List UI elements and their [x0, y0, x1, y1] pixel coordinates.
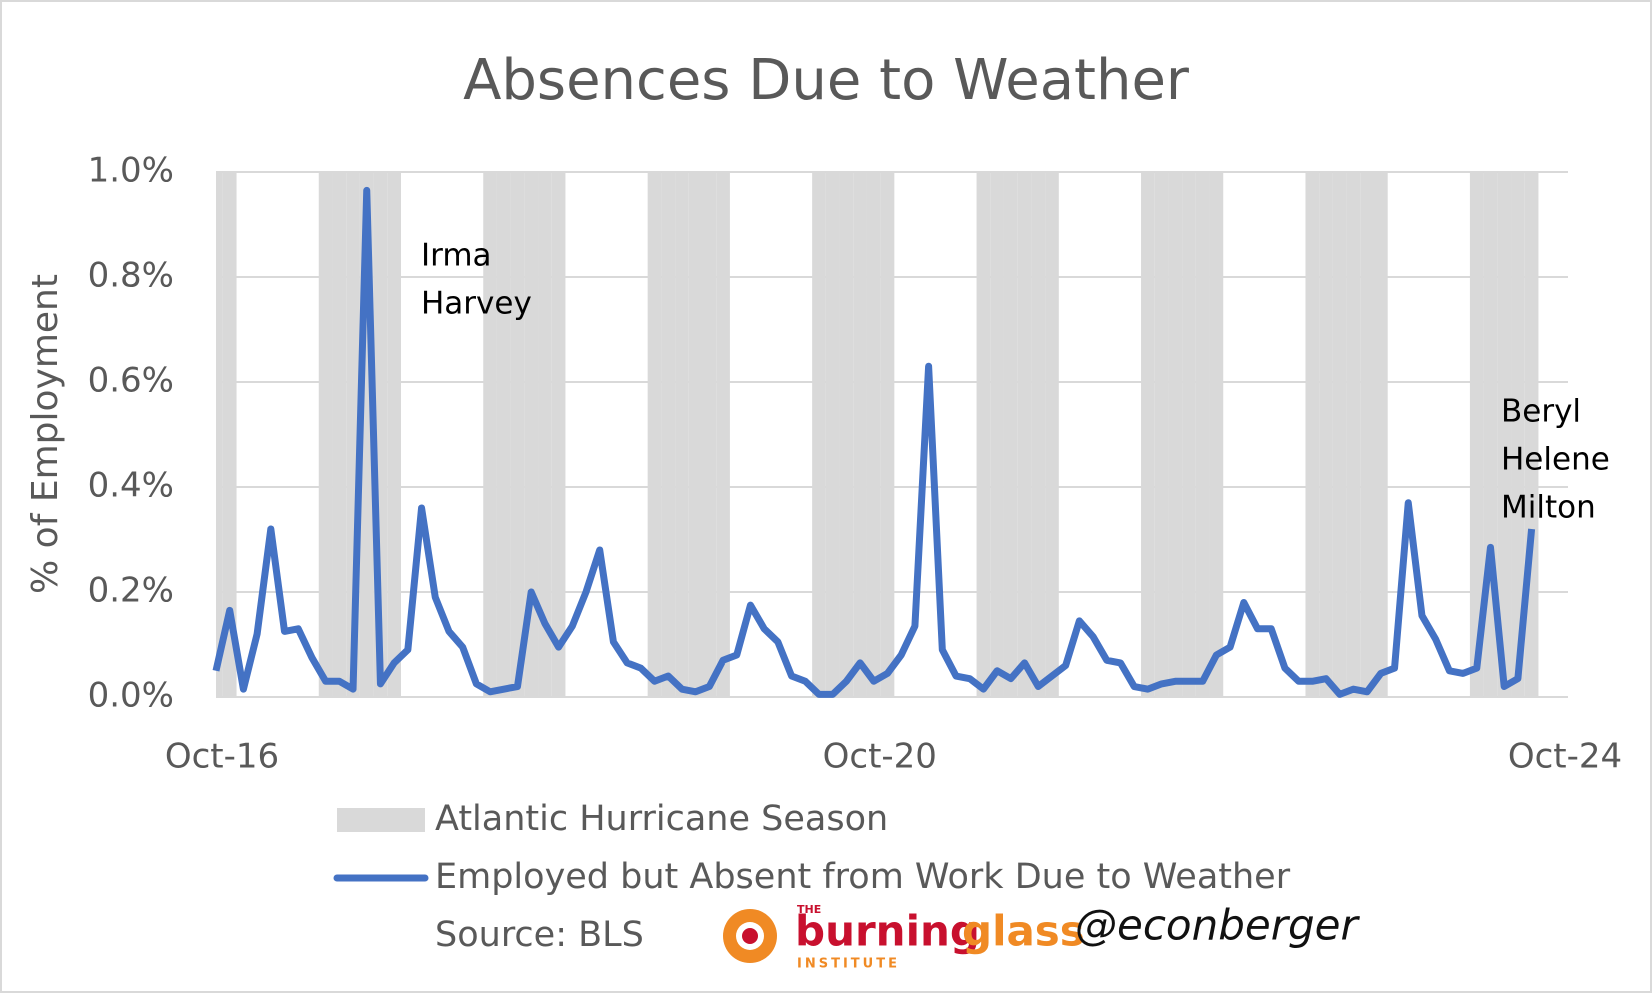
season-band	[538, 172, 552, 697]
season-band	[1031, 172, 1046, 697]
y-tick-label: 0.8%	[88, 256, 174, 296]
logo-text: burning	[795, 907, 980, 956]
season-band	[1360, 172, 1374, 697]
season-band	[318, 172, 333, 697]
x-tick-label: Oct-24	[1508, 737, 1622, 777]
season-band	[1195, 172, 1210, 697]
season-band	[716, 172, 730, 697]
logo-text: glass	[962, 907, 1085, 956]
y-tick-label: 1.0%	[88, 151, 174, 191]
season-band	[647, 172, 662, 697]
logo-text: THE	[797, 903, 821, 916]
season-band	[853, 172, 867, 697]
logo-icon	[723, 909, 777, 963]
season-band	[702, 172, 717, 697]
y-tick-label: 0.0%	[88, 676, 174, 716]
season-band	[1305, 172, 1320, 697]
season-band	[839, 172, 854, 697]
season-band	[524, 172, 539, 697]
y-axis-title: % of Employment	[25, 274, 66, 594]
handle: @econberger	[1075, 901, 1361, 950]
season-band	[1373, 172, 1388, 697]
season-band	[1469, 172, 1484, 697]
plot-area	[216, 171, 1568, 698]
season-band	[1045, 172, 1059, 697]
y-tick-label: 0.4%	[88, 466, 174, 506]
season-band	[1141, 172, 1155, 697]
season-band	[1154, 172, 1169, 697]
season-band	[825, 172, 840, 697]
season-band	[880, 172, 895, 697]
season-band	[1017, 172, 1032, 697]
season-band	[688, 172, 703, 697]
season-band	[387, 172, 402, 697]
source-note: Source: BLS	[435, 915, 644, 955]
x-tick-label: Oct-16	[165, 737, 279, 777]
season-band	[483, 172, 497, 697]
season-band	[1182, 172, 1196, 697]
data-line	[212, 186, 1536, 698]
season-band	[1319, 172, 1333, 697]
season-band	[332, 172, 347, 697]
season-band	[990, 172, 1004, 697]
y-tick-label: 0.6%	[88, 361, 174, 401]
season-band	[496, 172, 511, 697]
chart-title: Absences Due to Weather	[463, 48, 1190, 113]
season-band	[551, 172, 566, 697]
season-band	[1332, 172, 1347, 697]
logo-text: INSTITUTE	[797, 957, 900, 972]
season-band	[1511, 172, 1525, 697]
season-band	[976, 172, 991, 697]
legend-label: Employed but Absent from Work Due to Wea…	[435, 857, 1291, 897]
season-band	[1168, 172, 1183, 697]
legend-swatch	[337, 808, 425, 832]
legend-label: Atlantic Hurricane Season	[435, 799, 888, 839]
season-band	[1003, 172, 1018, 697]
annotation: Irma	[421, 238, 492, 274]
season-band	[216, 172, 223, 697]
season-band	[812, 172, 826, 697]
annotation: Harvey	[421, 286, 532, 322]
annotation: Milton	[1501, 490, 1596, 526]
season-band	[1346, 172, 1361, 697]
season-band	[510, 172, 525, 697]
annotation: Beryl	[1501, 394, 1581, 430]
season-band	[1497, 172, 1512, 697]
season-band	[866, 172, 881, 697]
season-band	[661, 172, 676, 697]
season-band	[1209, 172, 1224, 697]
annotation: Helene	[1501, 442, 1610, 478]
y-tick-label: 0.2%	[88, 571, 174, 611]
season-band	[222, 172, 237, 697]
season-band	[675, 172, 689, 697]
x-tick-label: Oct-20	[823, 737, 937, 777]
